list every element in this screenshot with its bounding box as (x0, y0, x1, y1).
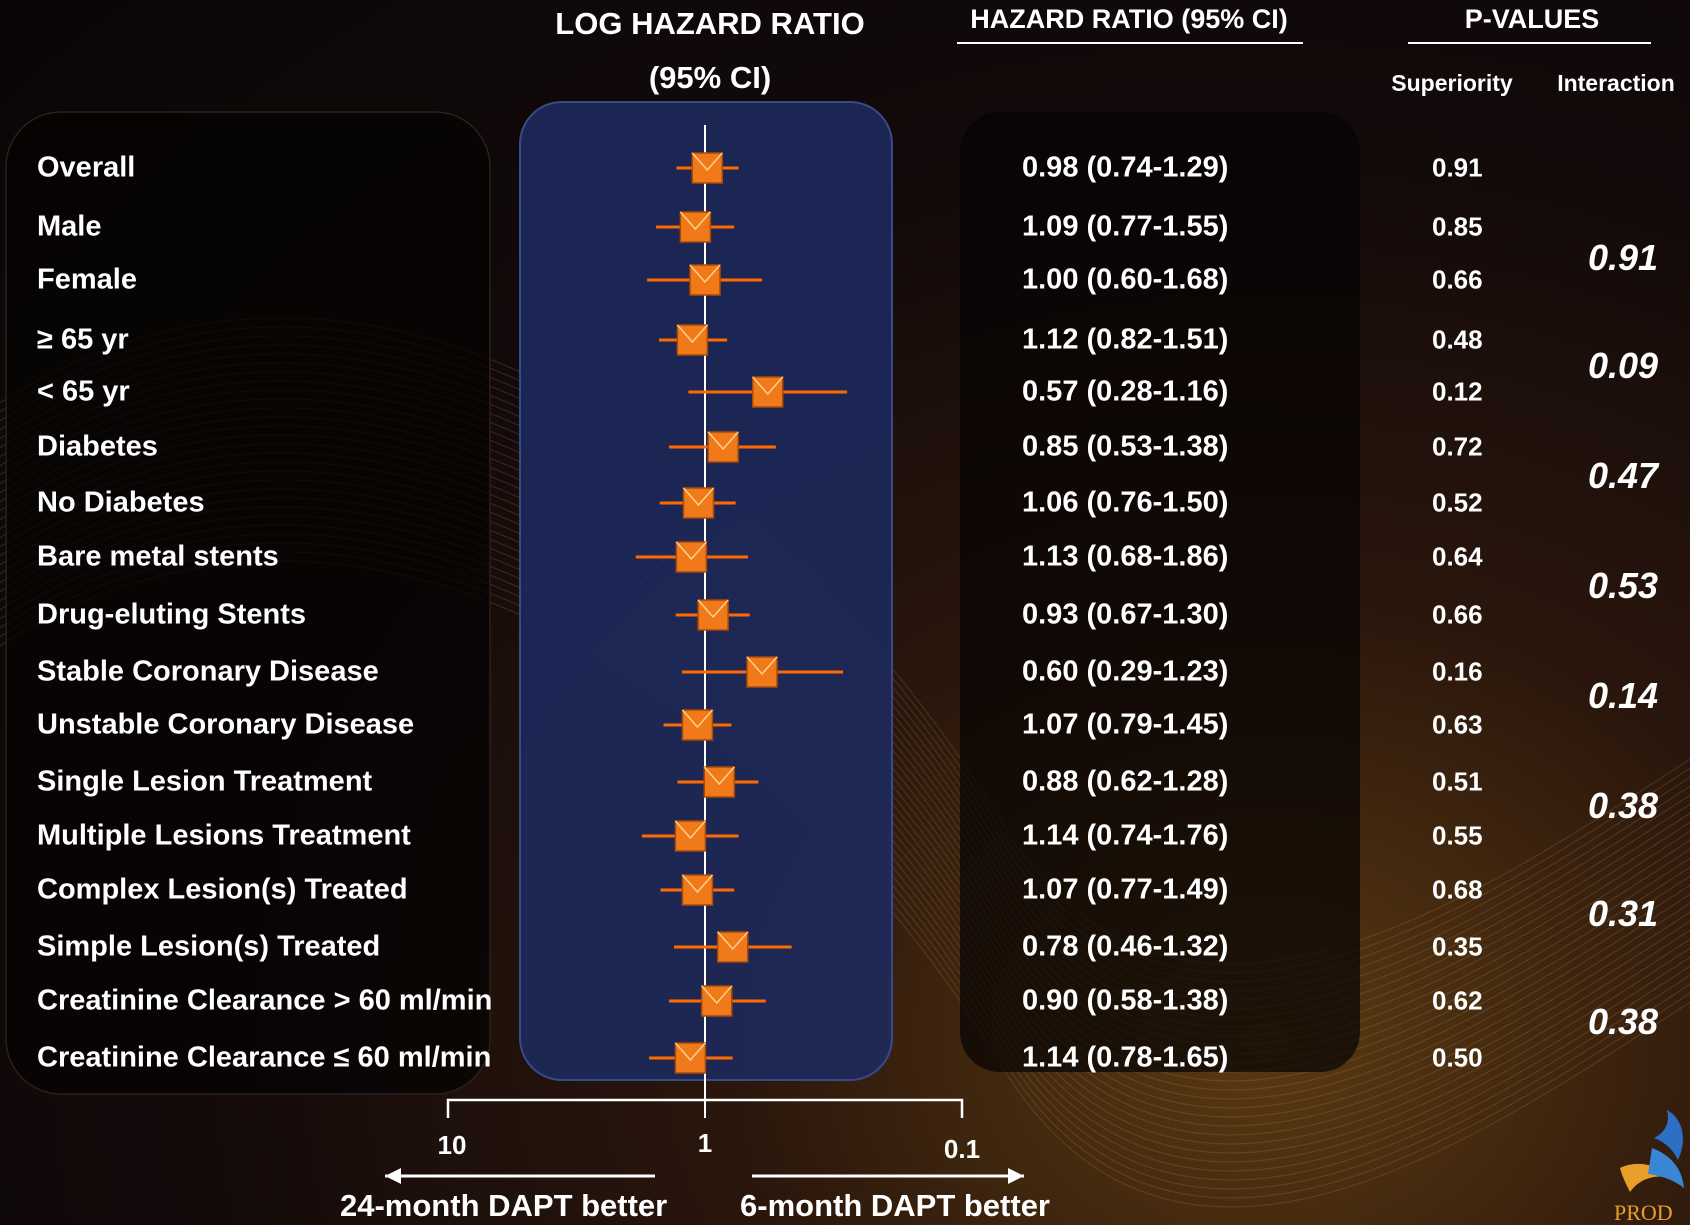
row-label: Diabetes (37, 430, 158, 463)
hr-marker (701, 985, 733, 1017)
superiority-pvalue: 0.52 (1432, 487, 1483, 518)
hazard-ratio-value: 0.57 (0.28-1.16) (1022, 375, 1229, 408)
hr-marker (697, 599, 729, 631)
hr-marker (746, 656, 778, 688)
hazard-ratio-value: 0.93 (0.67-1.30) (1022, 598, 1229, 631)
hazard-ratio-value: 1.14 (0.78-1.65) (1022, 1041, 1229, 1074)
hr-marker (681, 874, 714, 906)
superiority-pvalue: 0.91 (1432, 152, 1483, 183)
superiority-pvalue: 0.85 (1432, 211, 1483, 242)
hr-marker (679, 211, 712, 243)
left-direction-label: 24-month DAPT better (340, 1188, 668, 1223)
interaction-pvalue: 0.14 (1588, 675, 1659, 716)
x-tick-label: 1 (697, 1128, 713, 1158)
hazard-ratio-value: 1.14 (0.74-1.76) (1022, 819, 1229, 852)
row-label: Overall (37, 151, 136, 184)
interaction-pvalue: 0.38 (1588, 1001, 1659, 1042)
left-direction-arrow (385, 1168, 655, 1184)
hazard-ratio-value: 1.09 (0.77-1.55) (1022, 210, 1229, 243)
log-hr-title-line2: (95% CI) (648, 60, 772, 95)
right-direction-arrow (752, 1168, 1024, 1184)
hr-marker (675, 541, 708, 573)
row-label: Stable Coronary Disease (37, 655, 379, 688)
row-label: Multiple Lesions Treatment (37, 819, 411, 852)
hazard-ratio-value: 1.07 (0.77-1.49) (1022, 873, 1229, 906)
hr-column-header: HAZARD RATIO (95% CI) (970, 4, 1288, 34)
hazard-ratio-value: 0.85 (0.53-1.38) (1022, 430, 1229, 463)
pvalues-header-underline (1408, 42, 1651, 44)
superiority-pvalue: 0.62 (1432, 985, 1483, 1016)
x-tick-label: 10 (437, 1130, 467, 1160)
x-tick-label: 0.1 (943, 1134, 981, 1164)
prodigy-logo: PROD (1614, 1110, 1684, 1225)
row-label: Male (37, 210, 102, 243)
hr-marker (674, 820, 707, 852)
row-label: Single Lesion Treatment (37, 765, 373, 798)
log-hr-title-line1: LOG HAZARD RATIO (555, 6, 865, 41)
superiority-header: Superiority (1391, 70, 1513, 96)
superiority-pvalue: 0.16 (1432, 656, 1483, 687)
interaction-pvalue: 0.47 (1588, 455, 1659, 496)
logo-text: PROD (1614, 1200, 1673, 1225)
hr-marker (751, 376, 784, 408)
hazard-ratio-value: 0.98 (0.74-1.29) (1022, 151, 1229, 184)
superiority-pvalue: 0.55 (1432, 820, 1483, 851)
label-panel (5, 111, 491, 1095)
hazard-ratio-value: 0.78 (0.46-1.32) (1022, 930, 1229, 963)
hr-marker (707, 431, 739, 463)
interaction-pvalue: 0.91 (1588, 237, 1659, 278)
row-label: Creatinine Clearance > 60 ml/min (37, 984, 493, 1017)
row-label: ≥ 65 yr (37, 323, 129, 356)
row-label: Simple Lesion(s) Treated (37, 930, 381, 963)
row-label: Unstable Coronary Disease (37, 708, 415, 741)
hazard-ratio-value: 1.12 (0.82-1.51) (1022, 323, 1229, 356)
row-label: < 65 yr (37, 375, 130, 408)
superiority-pvalue: 0.35 (1432, 931, 1483, 962)
row-label: No Diabetes (37, 486, 205, 519)
hr-marker (674, 1042, 707, 1074)
hr-marker (676, 324, 709, 356)
interaction-pvalue: 0.31 (1588, 893, 1659, 934)
superiority-pvalue: 0.68 (1432, 874, 1483, 905)
hazard-ratio-value: 1.06 (0.76-1.50) (1022, 486, 1229, 519)
hazard-ratio-value: 1.00 (0.60-1.68) (1022, 263, 1229, 296)
interaction-header: Interaction (1557, 70, 1675, 96)
superiority-pvalue: 0.48 (1432, 324, 1483, 355)
hazard-ratio-value: 0.88 (0.62-1.28) (1022, 765, 1229, 798)
hr-marker (716, 931, 749, 963)
hazard-ratio-value: 0.90 (0.58-1.38) (1022, 984, 1229, 1017)
hr-header-underline (957, 42, 1303, 44)
hr-marker (681, 709, 714, 741)
values-panel (960, 112, 1360, 1072)
superiority-pvalue: 0.50 (1432, 1042, 1483, 1073)
superiority-pvalue: 0.66 (1432, 264, 1483, 295)
superiority-pvalue: 0.72 (1432, 431, 1483, 462)
hr-marker (691, 152, 724, 184)
hr-marker (682, 487, 715, 519)
right-direction-label: 6-month DAPT better (740, 1188, 1050, 1223)
hazard-ratio-value: 1.07 (0.79-1.45) (1022, 708, 1229, 741)
hazard-ratio-value: 0.60 (0.29-1.23) (1022, 655, 1229, 688)
row-label: Creatinine Clearance ≤ 60 ml/min (37, 1041, 492, 1074)
pvalues-header: P-VALUES (1464, 4, 1600, 34)
row-label: Drug-eluting Stents (37, 598, 307, 631)
interaction-pvalue: 0.38 (1588, 785, 1659, 826)
hazard-ratio-value: 1.13 (0.68-1.86) (1022, 540, 1229, 573)
row-label: Complex Lesion(s) Treated (37, 873, 408, 906)
superiority-pvalue: 0.12 (1432, 376, 1483, 407)
interaction-pvalue: 0.09 (1588, 345, 1659, 386)
superiority-pvalue: 0.63 (1432, 709, 1483, 740)
interaction-pvalue: 0.53 (1588, 565, 1659, 606)
hr-marker (689, 264, 721, 296)
superiority-pvalue: 0.66 (1432, 599, 1483, 630)
superiority-pvalue: 0.51 (1432, 766, 1483, 797)
x-axis (446, 1098, 964, 1118)
hr-marker (703, 766, 736, 798)
row-label: Bare metal stents (37, 540, 279, 573)
superiority-pvalue: 0.64 (1432, 541, 1483, 572)
row-label: Female (37, 263, 137, 296)
